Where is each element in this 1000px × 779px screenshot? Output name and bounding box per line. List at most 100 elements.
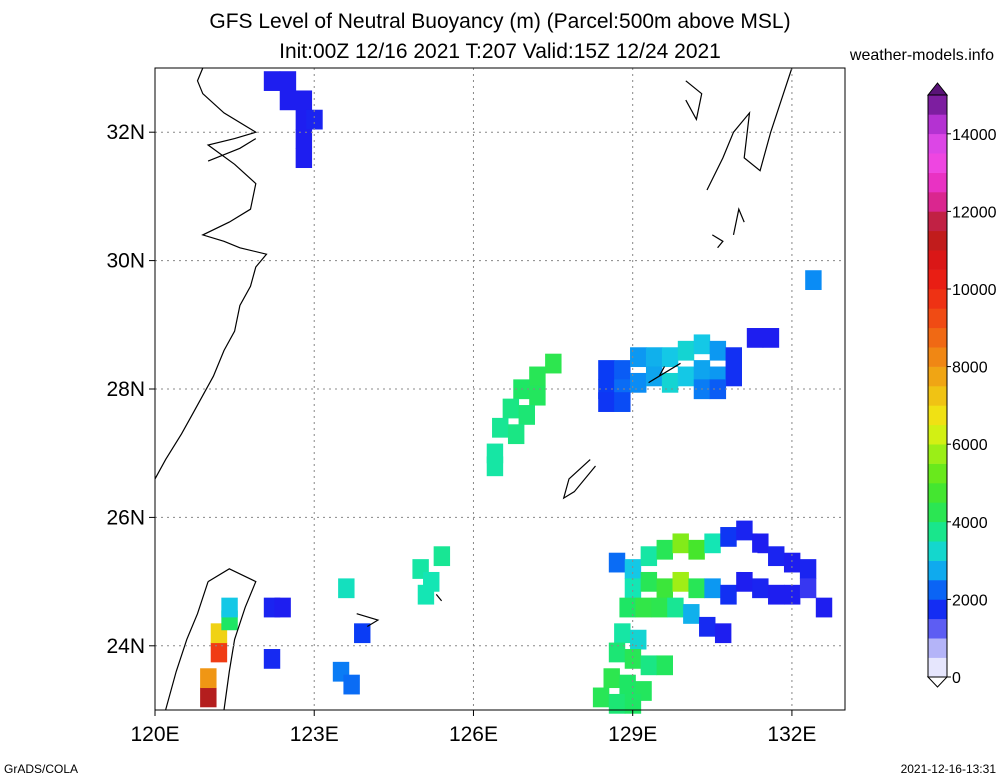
x-tick-label: 120E: [130, 723, 179, 746]
data-cell: [709, 379, 727, 400]
data-cell: [592, 687, 610, 708]
data-cell: [210, 642, 228, 663]
data-cell: [624, 578, 642, 599]
coastline: [648, 362, 681, 384]
data-cell: [295, 90, 313, 111]
data-cell: [295, 148, 313, 169]
data-cell: [279, 71, 297, 91]
data-cell: [614, 392, 631, 412]
data-cell: [608, 552, 626, 573]
data-cell: [720, 584, 737, 605]
y-axis: 24N 26N 28N 30N 32N: [106, 121, 155, 658]
data-cell: [608, 693, 626, 714]
colorbar-band: [928, 386, 947, 406]
coastlines: [154, 67, 793, 711]
chart-subtitle: Init:00Z 12/16 2021 T:207 Valid:15Z 12/2…: [279, 40, 721, 63]
data-cell: [693, 334, 711, 355]
colorbar-band: [928, 424, 947, 445]
data-cell: [805, 270, 822, 290]
data-cell: [725, 347, 742, 368]
data-cell: [656, 655, 673, 676]
data-cell: [603, 668, 620, 689]
data-cell: [783, 584, 801, 605]
y-tick-label: 30N: [106, 250, 145, 273]
data-cell: [799, 578, 817, 599]
y-tick-label: 28N: [106, 378, 145, 401]
colorbar-band: [928, 521, 947, 542]
data-cell: [661, 347, 679, 368]
coastline: [356, 613, 380, 628]
colorbar-band: [928, 483, 947, 503]
y-tick-label: 24N: [106, 635, 145, 658]
data-cell: [200, 687, 217, 708]
coastline: [711, 234, 724, 249]
data-cell: [502, 398, 520, 419]
colorbar-bottom-arrow: [926, 676, 949, 688]
x-tick-label: 132E: [767, 723, 816, 746]
data-cell: [619, 674, 636, 695]
colorbar-label: 12000: [952, 204, 997, 221]
colorbar-band: [928, 308, 947, 329]
data-cell: [545, 353, 562, 374]
data-cell: [343, 674, 360, 695]
colorbar-label: 6000: [952, 437, 988, 454]
colorbar-band: [928, 444, 947, 464]
source-label: weather-models.info: [849, 47, 994, 64]
colorbar-band: [928, 250, 947, 270]
data-cell: [624, 649, 642, 669]
data-cell: [672, 533, 689, 554]
data-cell: [736, 571, 753, 592]
colorbar-band: [928, 463, 947, 484]
data-cell: [598, 360, 615, 380]
colorbar-band: [928, 230, 947, 251]
data-cell: [624, 559, 642, 579]
colorbar-band: [928, 289, 947, 309]
colorbar-band: [928, 211, 947, 232]
data-cell: [263, 71, 281, 91]
data-cell: [306, 109, 323, 130]
data-cell: [725, 366, 742, 387]
data-cell: [279, 90, 297, 111]
data-cell: [688, 578, 705, 599]
gridlines: [155, 68, 845, 710]
y-tick-label: 26N: [106, 506, 145, 529]
colorbar-band: [928, 192, 947, 212]
data-cell: [200, 668, 217, 689]
data-cell: [640, 655, 658, 676]
colorbar-label: 4000: [952, 515, 988, 532]
data-cell: [752, 578, 769, 599]
data-cell: [661, 372, 679, 393]
data-cell: [714, 623, 732, 644]
colorbar-band: [928, 657, 947, 678]
data-cell: [614, 623, 631, 644]
coastline: [207, 138, 257, 162]
data-cell: [720, 527, 737, 547]
colorbar-label: 0: [952, 670, 961, 687]
data-cell: [614, 360, 631, 380]
data-cell: [799, 559, 817, 579]
colorbar-frame: [927, 94, 948, 678]
colorbar-band: [928, 172, 947, 193]
data-cell: [677, 340, 695, 361]
coastline: [207, 568, 257, 711]
colorbar-band: [928, 95, 947, 115]
missing-cell: [693, 514, 710, 534]
data-cell: [688, 539, 705, 560]
colorbar-band: [928, 133, 947, 154]
colorbar-label: 8000: [952, 360, 988, 377]
colorbar-band: [928, 327, 947, 348]
data-cell: [640, 571, 658, 592]
data-cell: [529, 385, 546, 406]
footer-right: 2021-12-16-13:31: [901, 762, 997, 776]
data-cell: [699, 616, 716, 637]
y-tick-label: 32N: [106, 121, 145, 144]
data-cell: [672, 571, 689, 592]
data-cell: [783, 552, 801, 573]
colorbar-label: 14000: [952, 127, 997, 144]
footer-left: GrADS/COLA: [4, 762, 78, 776]
coastline: [685, 80, 703, 122]
data-cell: [338, 578, 355, 599]
data-cell: [354, 623, 371, 644]
data-cell: [630, 347, 647, 368]
